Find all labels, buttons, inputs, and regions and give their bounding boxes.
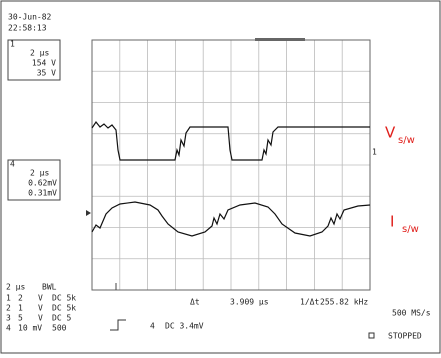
channel-setting: 10 mV [18, 324, 42, 333]
frequency: 255.82 kHz [320, 298, 368, 307]
ch1-marker: 1 [372, 148, 377, 157]
trigger: DC 3.4mV [165, 322, 204, 331]
channel-setting: 1 [6, 294, 11, 303]
trace-label: V [385, 124, 396, 142]
channel-setting: DC 5k [52, 304, 76, 313]
channel-setting: 2 [6, 304, 11, 313]
delta-t-label: Δt [190, 298, 200, 307]
channel-setting: 1 [18, 304, 23, 313]
channel-setting: V [38, 294, 43, 303]
trigger-position [255, 38, 305, 41]
trace-label: I [390, 213, 394, 231]
status: STOPPED [388, 332, 422, 341]
channel-setting: 500 [52, 324, 67, 333]
trace-label-sub: s/w [402, 224, 419, 235]
timebase: 2 µs [6, 283, 25, 292]
bandwidth: BWL [42, 283, 57, 292]
channel-number: 4 [10, 160, 15, 169]
date: 30-Jun-82 [8, 13, 52, 22]
sample-rate: 500 MS/s [392, 309, 431, 318]
box-line: 35 V [37, 69, 56, 78]
box-line: 2 µs [30, 169, 49, 178]
box-line: 0.31mV [28, 189, 57, 198]
channel-setting: V [38, 304, 43, 313]
inverse-label: 1/Δt [300, 298, 319, 307]
channel-setting: 3 [6, 314, 11, 323]
channel-setting: DC 5 [52, 314, 71, 323]
channel-setting: 5 [18, 314, 23, 323]
channel-setting: DC 5k [52, 294, 76, 303]
channel-number: 1 [10, 40, 15, 49]
box-line: 0.62mV [28, 179, 57, 188]
time: 22:58:13 [8, 24, 47, 33]
box-line: 154 V [32, 59, 56, 68]
scope-screen: 1 30-Jun-82 22:58:13 1 2 µs 154 V 35 V 4… [0, 0, 441, 354]
channel-setting: V [38, 314, 43, 323]
box-line: 2 µs [30, 49, 49, 58]
trigger-channel: 4 [150, 322, 155, 331]
delta-t: 3.909 µs [230, 298, 269, 307]
channel-setting: 4 [6, 324, 11, 333]
trace-label-sub: s/w [398, 135, 415, 146]
channel-setting: 2 [18, 294, 23, 303]
